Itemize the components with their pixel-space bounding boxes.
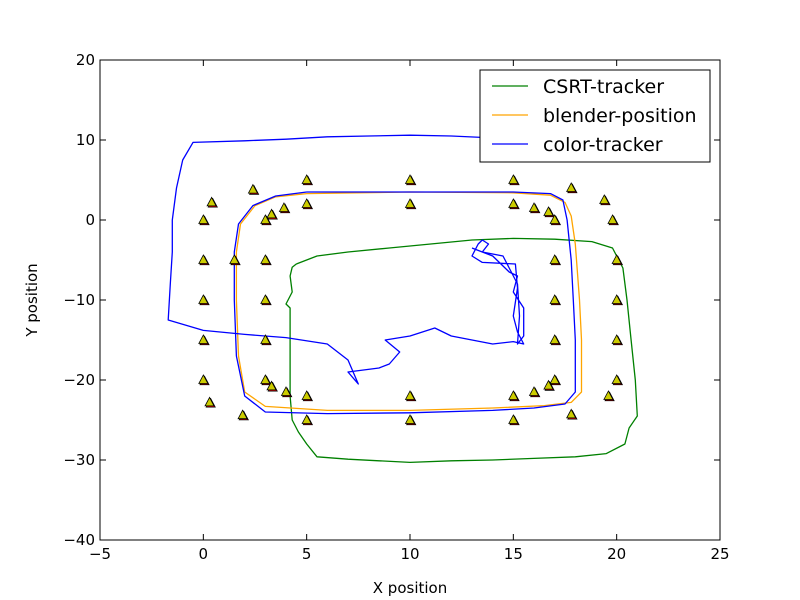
marker-27 — [508, 174, 520, 186]
series-layer — [167, 134, 638, 464]
marker-18 — [301, 390, 314, 402]
marker-35 — [549, 294, 562, 306]
legend-box — [479, 69, 711, 163]
marker-28 — [508, 198, 520, 210]
marker-37 — [549, 374, 562, 386]
marker-10 — [260, 214, 272, 226]
marker-31 — [528, 202, 541, 214]
y-tick-label-3: −10 — [63, 291, 95, 309]
series-line-color-tracker — [167, 134, 525, 385]
marker-12 — [260, 254, 272, 266]
marker-13 — [260, 294, 272, 306]
marker-38 — [543, 379, 555, 391]
y-tick-label-5: 10 — [76, 131, 95, 149]
marker-26 — [404, 414, 417, 426]
marker-40 — [566, 182, 578, 194]
y-tick-label-0: −40 — [63, 531, 95, 549]
marker-20 — [278, 202, 291, 214]
marker-32 — [543, 206, 555, 218]
marker-29 — [508, 390, 520, 402]
marker-21 — [301, 174, 314, 186]
marker-45 — [611, 294, 624, 306]
marker-34 — [549, 254, 562, 266]
marker-16 — [266, 380, 278, 392]
x-tick-label-3: 10 — [400, 545, 419, 563]
marker-7 — [237, 409, 249, 421]
marker-8 — [247, 183, 260, 195]
x-tick-label-2: 5 — [302, 545, 312, 563]
marker-43 — [607, 214, 619, 226]
x-tick-label-4: 15 — [504, 545, 523, 563]
marker-3 — [198, 294, 210, 306]
x-axis-label: X position — [373, 579, 447, 597]
legend-label-color: color-tracker — [543, 134, 663, 156]
legend-label-blender: blender-position — [543, 105, 697, 127]
marker-22 — [301, 198, 314, 210]
marker-5 — [198, 374, 210, 386]
marker-47 — [611, 374, 624, 386]
marker-6 — [204, 396, 216, 408]
y-axis-label: Y position — [23, 263, 41, 337]
marker-30 — [508, 414, 520, 426]
marker-4 — [198, 334, 210, 346]
series-loop-color-tracker — [233, 191, 576, 415]
marker-33 — [549, 214, 562, 226]
x-tick-label-1: 0 — [199, 545, 209, 563]
marker-9 — [266, 208, 278, 220]
marker-44 — [611, 254, 624, 266]
marker-25 — [404, 390, 417, 402]
x-tick-label-6: 25 — [710, 545, 729, 563]
marker-2 — [198, 254, 210, 266]
series-line-csrt-tracker — [285, 237, 638, 464]
legend: CSRT-tracker blender-position color-trac… — [479, 69, 711, 163]
marker-15 — [260, 374, 272, 386]
y-tick-label-2: −20 — [63, 371, 95, 389]
marker-11 — [229, 254, 241, 266]
marker-1 — [206, 196, 218, 208]
y-tick-label-1: −30 — [63, 451, 95, 469]
marker-36 — [549, 334, 562, 346]
legend-label-csrt: CSRT-tracker — [543, 76, 664, 98]
y-tick-label-4: 0 — [85, 211, 95, 229]
marker-layer — [198, 174, 624, 426]
marker-24 — [404, 198, 417, 210]
x-tick-label-5: 20 — [607, 545, 626, 563]
marker-39 — [528, 386, 541, 398]
marker-14 — [260, 334, 272, 346]
x-tick-label-0: −5 — [89, 545, 111, 563]
marker-17 — [280, 386, 293, 398]
marker-19 — [301, 414, 314, 426]
marker-0 — [198, 214, 210, 226]
tick-layer: −5 0 5 10 15 20 25 −40 −30 −20 −10 0 10 20 — [63, 51, 729, 563]
y-tick-label-6: 20 — [76, 51, 95, 69]
marker-41 — [566, 408, 578, 420]
marker-48 — [603, 390, 615, 402]
marker-46 — [611, 334, 624, 346]
marker-42 — [599, 194, 611, 206]
marker-23 — [404, 174, 417, 186]
